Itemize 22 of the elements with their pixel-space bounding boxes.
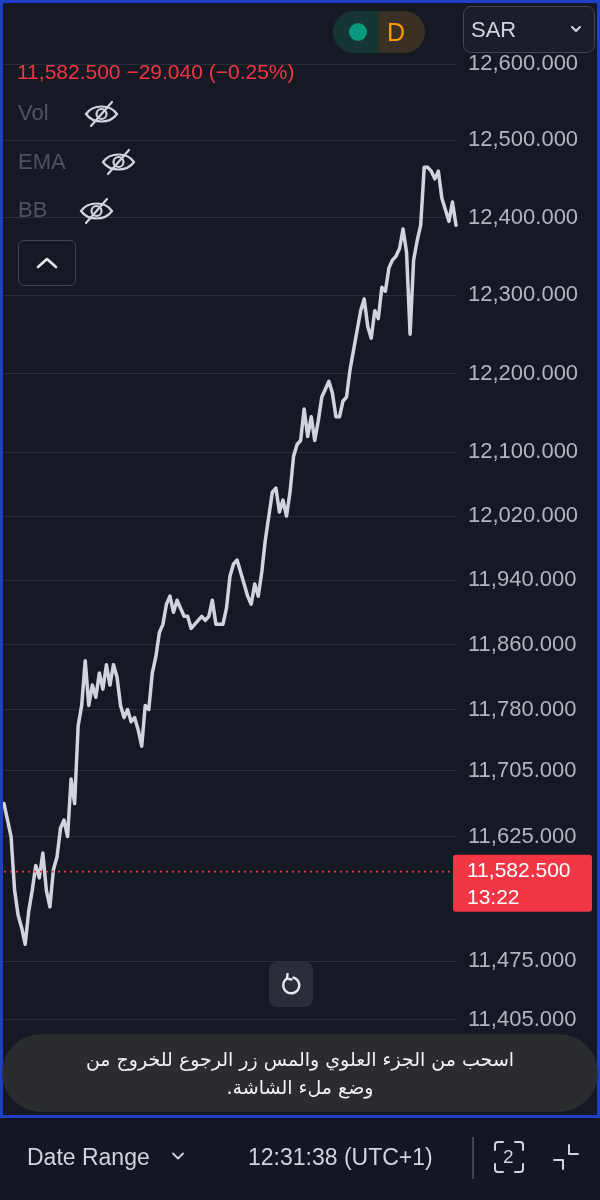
toast-message: اسحب من الجزء العلوي والمس زر الرجوع للخروج من وضع ملء الشاشة.: [2, 1034, 598, 1112]
pill-button: D: [333, 11, 425, 53]
y-tick-label: 12,600.000: [468, 50, 579, 76]
y-tick-label: 11,705.000: [468, 756, 577, 782]
ref-line-label: 11,582.500 13:22: [467, 858, 571, 909]
annotation: BB: [18, 197, 48, 222]
y-tick-label: 12,200.000: [468, 359, 579, 385]
y-tick-label: 11,780.000: [468, 695, 577, 721]
y-tick-label: 12,500.000: [468, 126, 579, 152]
chart-subtitle: 11,582.500 −29.040 (−0.25%): [17, 60, 295, 83]
annotation: EMA: [18, 149, 66, 174]
y-tick-label: 12,300.000: [468, 281, 579, 307]
y-tick-label: 11,860.000: [468, 630, 577, 656]
y-tick-label: 12,100.000: [468, 438, 579, 464]
y-tick-label: 12,400.000: [468, 203, 579, 229]
y-tick-label: 11,405.000: [468, 1005, 577, 1031]
y-tick-label: 12,020.000: [468, 502, 579, 528]
annotation: Vol: [18, 100, 49, 125]
y-tick-label: 11,475.000: [468, 947, 577, 973]
y-tick-label: 11,625.000: [468, 822, 577, 848]
dropdown-box: SAR: [463, 6, 595, 53]
y-tick-label: 11,940.000: [468, 566, 577, 592]
